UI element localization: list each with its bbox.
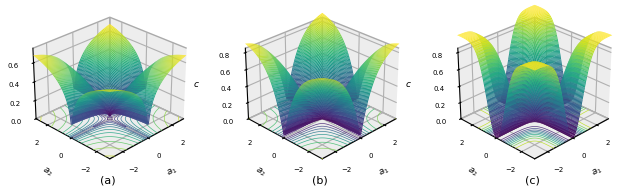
X-axis label: $a_1$: $a_1$ — [164, 165, 179, 179]
Y-axis label: $a_2$: $a_2$ — [40, 165, 55, 179]
Title: (c): (c) — [525, 176, 540, 186]
Title: (b): (b) — [312, 176, 328, 186]
Title: (a): (a) — [100, 176, 115, 186]
Y-axis label: $a_2$: $a_2$ — [253, 165, 268, 179]
X-axis label: $a_1$: $a_1$ — [589, 165, 604, 179]
X-axis label: $a_1$: $a_1$ — [377, 165, 392, 179]
Y-axis label: $a_2$: $a_2$ — [465, 165, 479, 179]
